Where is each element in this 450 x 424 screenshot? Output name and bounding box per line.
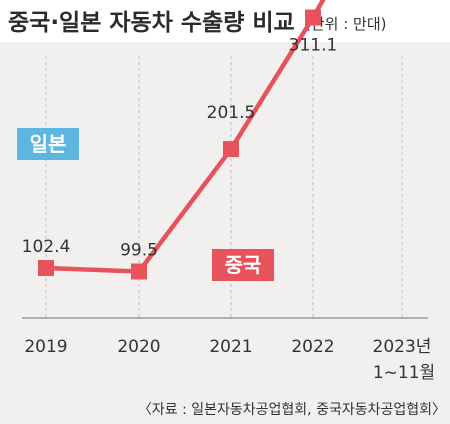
legend-japan: 일본 [17, 128, 79, 160]
series-1-value-label-1: 99.5 [120, 240, 158, 260]
series-layer [38, 0, 326, 280]
legend-japan-label: 일본 [30, 132, 67, 156]
legend-china: 중국 [212, 249, 274, 281]
series-1-marker-3 [305, 9, 321, 26]
series-1-value-label-3: 311.1 [289, 36, 338, 56]
legend-china-label: 중국 [225, 253, 262, 277]
x-tick-label-3: 2022 [291, 337, 334, 357]
source-note: 〈자료 : 일본자동차공업협회, 중국자동차공업협회〉 [138, 402, 446, 418]
x-tick-note: 1~11월 [373, 363, 435, 383]
series-1-value-label-0: 102.4 [22, 237, 71, 257]
chart-title: 중국·일본 자동차 수출량 비교 [8, 10, 295, 36]
label-layer: 481.8374.0384.9381.3399.0102.499.5201.53… [22, 36, 338, 261]
x-tick-label-0: 2019 [24, 337, 67, 357]
series-1-value-label-2: 201.5 [207, 103, 256, 123]
unit-label: (단위 : 만대) [305, 15, 387, 33]
series-1-marker-1 [131, 263, 147, 280]
title-band [0, 0, 450, 42]
x-tick-label-4: 2023년 [373, 337, 432, 357]
legend-china-box [212, 249, 274, 281]
x-tick-label-1: 2020 [117, 337, 160, 357]
legend-japan-box [17, 128, 79, 160]
x-tick-label-2: 2021 [209, 337, 252, 357]
series-1-marker-0 [38, 260, 54, 276]
tick-layer: 2019 2020 2021 2022 2023년 [24, 337, 431, 357]
series-1-marker-2 [223, 141, 239, 158]
